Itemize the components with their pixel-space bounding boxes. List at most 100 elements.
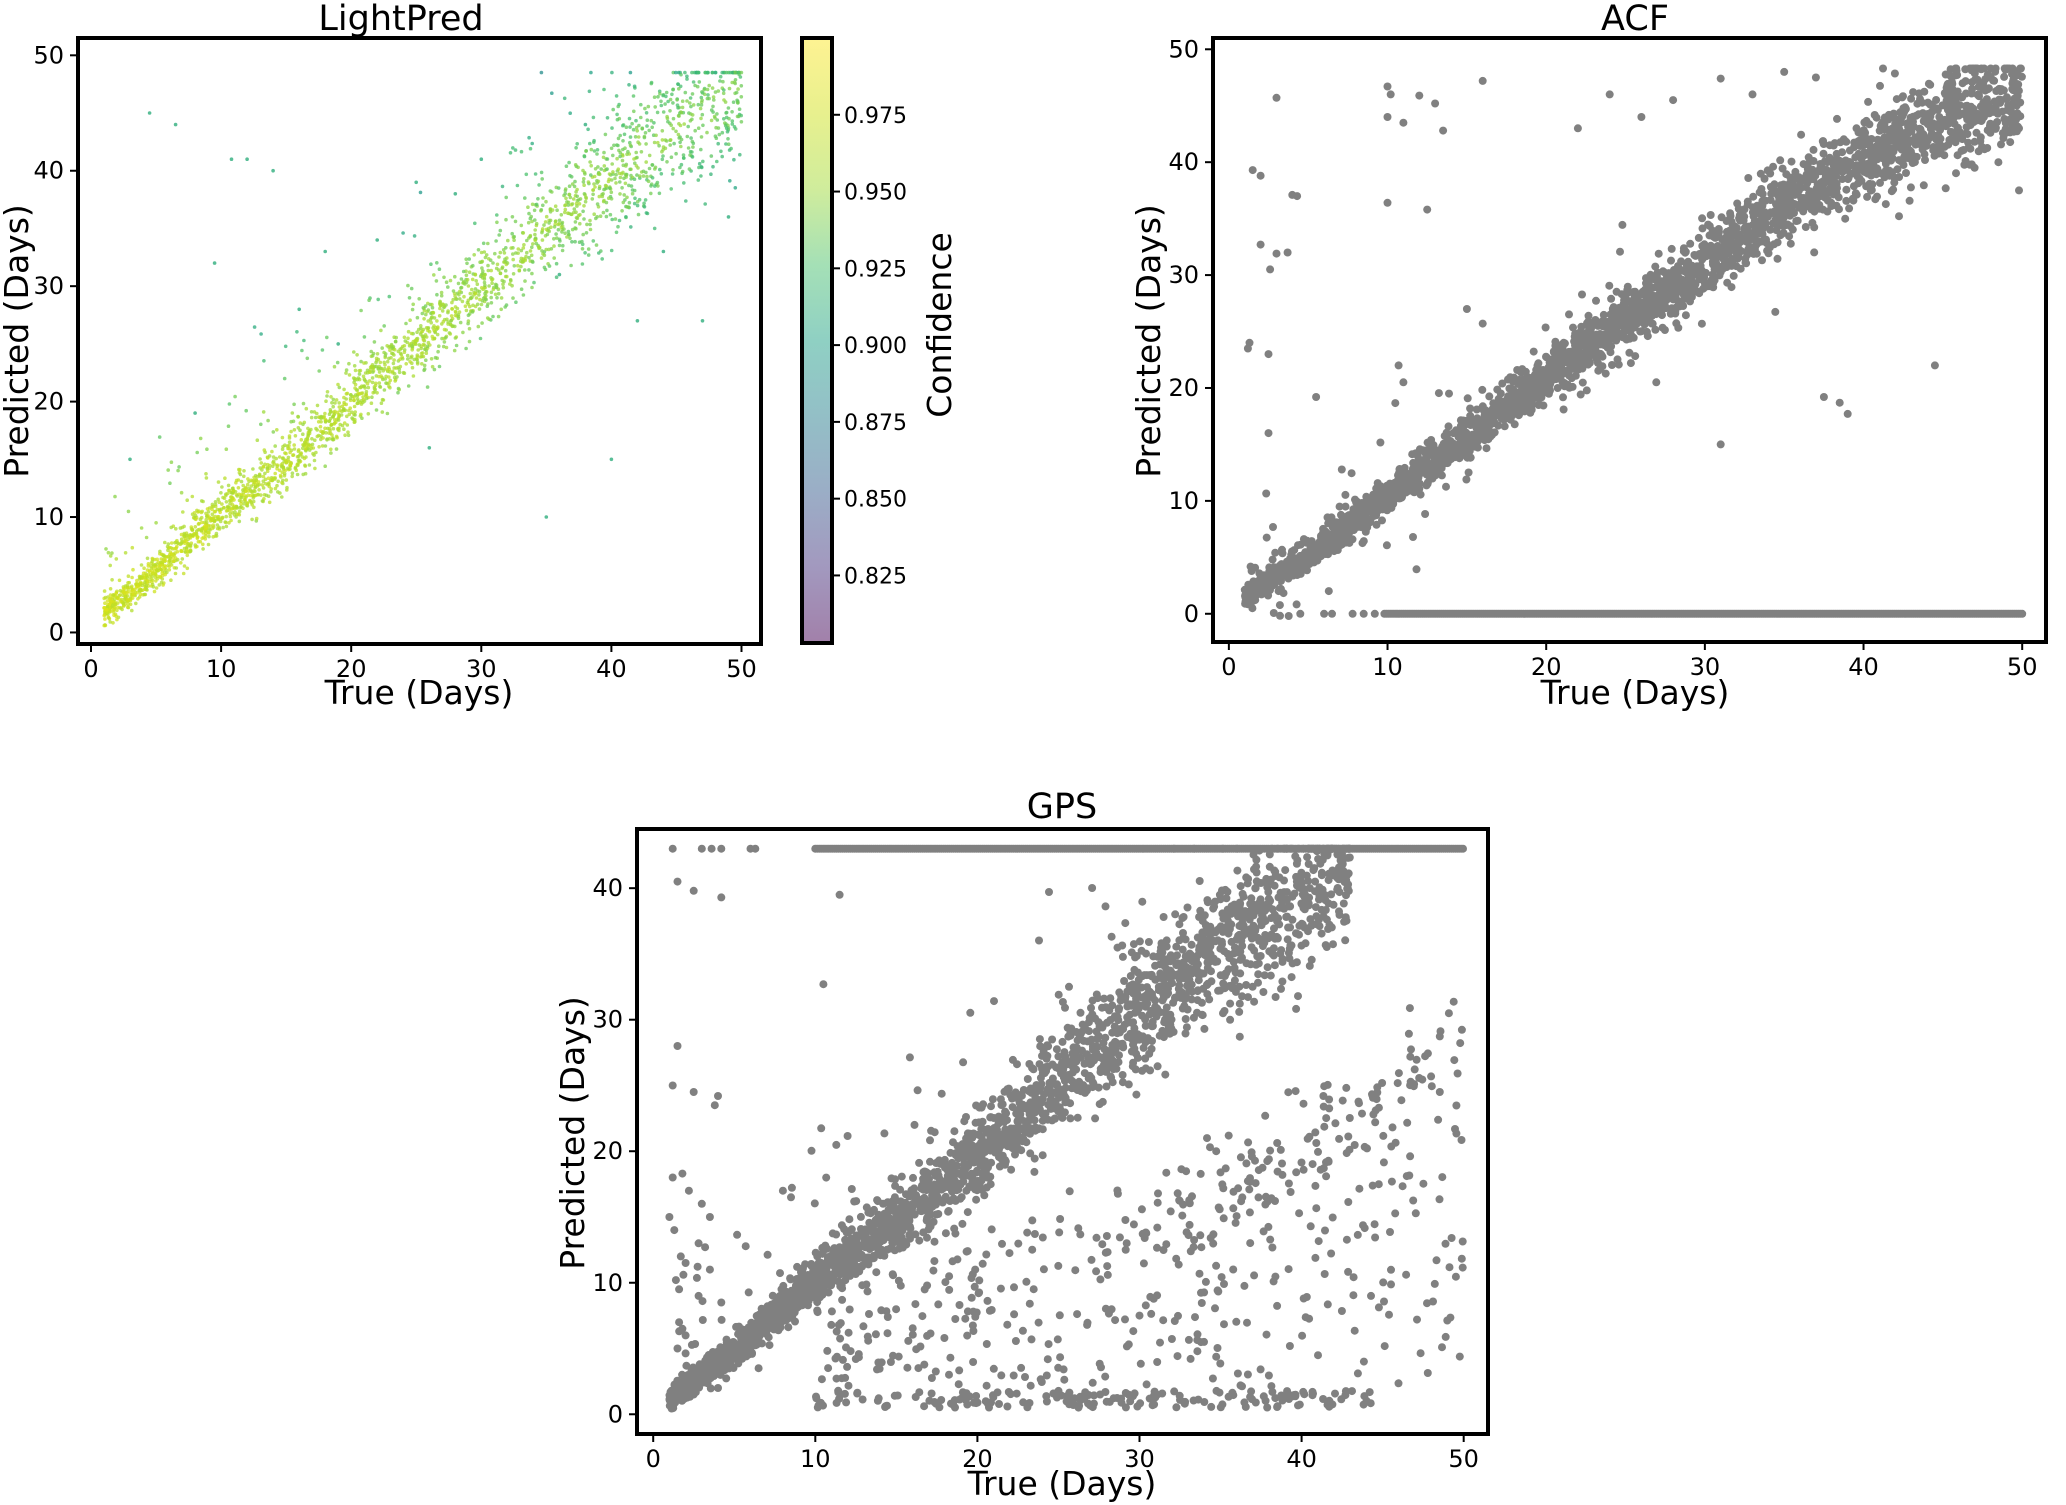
scatter-point <box>554 275 559 280</box>
scatter-point <box>526 205 530 209</box>
scatter-point <box>713 90 718 94</box>
scatter-point <box>110 551 114 555</box>
scatter-point <box>1819 137 1828 146</box>
scatter-point <box>130 575 134 580</box>
scatter-point <box>167 545 172 550</box>
scatter-point <box>411 374 416 378</box>
scatter-point <box>565 235 569 239</box>
scatter-point <box>721 79 725 84</box>
scatter-point <box>534 221 539 226</box>
scatter-point <box>179 537 184 541</box>
scatter-point <box>352 398 356 403</box>
scatter-point <box>1509 377 1518 386</box>
scatter-point <box>1889 185 1898 194</box>
colorbar-tick-label: 0.900 <box>844 334 907 359</box>
scatter-point <box>491 261 495 265</box>
scatter-point <box>289 429 293 434</box>
scatter-point <box>489 295 494 300</box>
scatter-point <box>486 241 490 246</box>
scatter-point <box>574 146 578 150</box>
scatter-point <box>621 139 625 143</box>
scatter-point <box>283 451 287 455</box>
scatter-point <box>470 310 475 314</box>
scatter-point <box>567 184 572 188</box>
scatter-point <box>185 553 190 558</box>
scatter-point <box>449 319 453 323</box>
scatter-point <box>505 261 510 265</box>
scatter-point <box>633 196 637 201</box>
scatter-point <box>211 516 216 520</box>
scatter-point <box>259 461 264 465</box>
scatter-point <box>382 360 387 365</box>
scatter-point <box>377 381 382 385</box>
scatter-point <box>242 502 246 506</box>
scatter-point <box>265 462 270 467</box>
scatter-point <box>607 196 611 200</box>
scatter-point <box>1408 450 1417 459</box>
scatter-point <box>510 231 514 236</box>
scatter-point <box>247 479 251 484</box>
scatter-point <box>284 459 288 463</box>
scatter-point <box>343 433 347 438</box>
scatter-point <box>241 483 245 488</box>
scatter-point <box>168 556 172 560</box>
scatter-point <box>237 509 242 514</box>
scatter-point <box>211 504 215 509</box>
scatter-point <box>568 111 572 115</box>
scatter-point <box>563 207 568 212</box>
scatter-point <box>1565 310 1573 319</box>
scatter-point <box>402 344 407 348</box>
scatter-point <box>417 343 422 347</box>
scatter-point <box>547 247 551 252</box>
scatter-point <box>392 372 397 376</box>
scatter-point <box>288 450 292 455</box>
scatter-point <box>525 238 529 243</box>
scatter-point <box>585 222 589 227</box>
scatter-point <box>649 80 654 85</box>
scatter-point <box>732 125 737 129</box>
scatter-point <box>671 116 676 121</box>
scatter-point <box>724 126 729 130</box>
scatter-point <box>645 118 650 122</box>
scatter-point <box>509 246 513 250</box>
scatter-point <box>281 456 285 461</box>
scatter-point <box>602 187 606 192</box>
scatter-point <box>422 363 427 368</box>
scatter-point <box>155 568 159 573</box>
scatter-point <box>213 500 218 504</box>
scatter-point <box>378 384 382 389</box>
scatter-point <box>245 501 250 506</box>
scatter-point <box>145 588 149 592</box>
scatter-point <box>671 87 675 92</box>
scatter-point <box>1631 352 1640 361</box>
scatter-point <box>568 195 573 200</box>
scatter-point <box>438 306 442 311</box>
scatter-point <box>682 122 686 126</box>
scatter-point <box>470 277 475 282</box>
scatter-point <box>524 172 529 177</box>
scatter-point <box>676 106 680 110</box>
scatter-point <box>1919 181 1928 190</box>
scatter-point <box>575 204 579 208</box>
scatter-point <box>659 99 663 104</box>
scatter-point <box>688 101 692 105</box>
scatter-point <box>1292 600 1301 609</box>
scatter-point <box>446 285 450 289</box>
scatter-point <box>298 421 303 425</box>
scatter-point <box>490 281 494 286</box>
scatter-point <box>639 115 643 120</box>
scatter-point <box>408 318 412 323</box>
scatter-point <box>529 214 533 219</box>
scatter-point <box>142 566 146 570</box>
scatter-point <box>355 401 360 406</box>
scatter-point <box>490 278 494 282</box>
scatter-point <box>331 426 336 431</box>
scatter-point <box>609 190 614 195</box>
scatter-point <box>455 306 460 311</box>
scatter-point <box>381 377 385 382</box>
scatter-point <box>582 183 586 187</box>
scatter-point <box>636 212 641 217</box>
scatter-point <box>588 222 592 227</box>
scatter-point <box>572 184 577 189</box>
